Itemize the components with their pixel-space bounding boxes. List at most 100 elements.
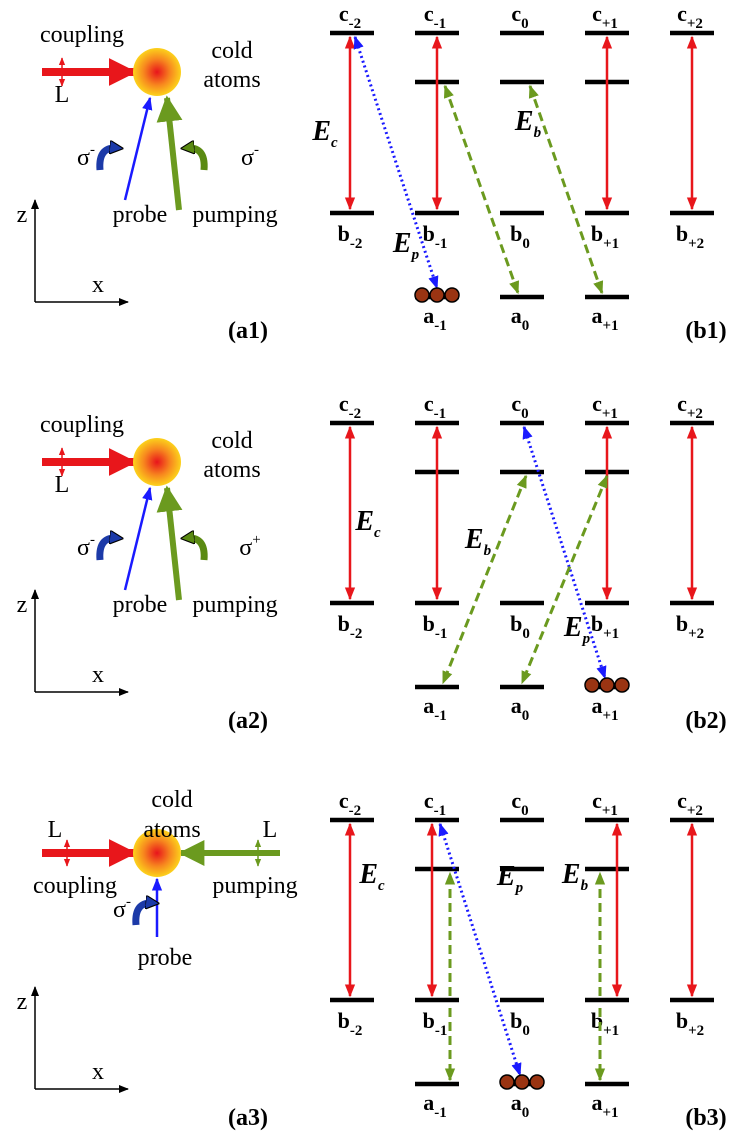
level-label: b-2	[338, 1008, 363, 1039]
level-label-base: c	[677, 1, 687, 26]
field-label: Eb	[561, 859, 589, 894]
pumping-polarization-base: σ	[241, 145, 254, 171]
panel-label: (a3)	[228, 1105, 268, 1131]
probe-polarization-sup: -	[90, 142, 95, 158]
level-label-base: a	[511, 693, 522, 718]
level-label: c+1	[592, 788, 618, 819]
z-axis-label: z	[17, 592, 28, 618]
level-label-base: a	[591, 693, 602, 718]
level-label-base: b	[338, 1008, 350, 1033]
level-label: a+1	[591, 1090, 618, 1121]
field-label-base: E	[514, 106, 534, 137]
level-label-base: c	[511, 1, 521, 26]
panel-label: (b1)	[685, 318, 726, 344]
pumping-polarization-sup: +	[252, 532, 260, 548]
atom	[585, 678, 599, 692]
level-label-sub: +1	[602, 318, 618, 334]
field-label: Ec	[354, 506, 381, 541]
atoms-label: cold	[211, 428, 252, 454]
coupling-label: coupling	[40, 412, 124, 438]
level-label-sub: -2	[349, 803, 362, 819]
field-label: Ec	[358, 859, 385, 894]
level-label-sub: 0	[522, 318, 530, 334]
level-label-sub: +2	[687, 16, 703, 32]
level-label-sub: +1	[602, 406, 618, 422]
polarization-arrow	[136, 903, 154, 925]
level-label: c+2	[677, 391, 703, 422]
polarization-label: L	[48, 817, 63, 843]
atom	[415, 288, 429, 302]
figure: zx(a1)(b1)Lcouplingcoldatomsσ-σ-probepum…	[0, 0, 733, 1142]
level-label-sub: -1	[434, 803, 447, 819]
level-label-sub: -2	[350, 1023, 363, 1039]
level-label-base: b	[510, 221, 522, 246]
level-label: a+1	[591, 303, 618, 334]
pumping-beam	[167, 98, 179, 210]
level-label-base: c	[339, 391, 349, 416]
level-label-sub: +1	[602, 1105, 618, 1121]
pumping-polarization-sup: -	[254, 142, 259, 158]
probe-polarization-sup: -	[126, 894, 131, 910]
level-label-base: a	[591, 1090, 602, 1115]
pumping-transition	[530, 86, 602, 293]
x-axis-label: x	[92, 272, 104, 298]
level-label: c+1	[592, 391, 618, 422]
atom	[515, 1075, 529, 1089]
level-label-sub: 0	[521, 16, 529, 32]
level-label-base: c	[592, 391, 602, 416]
level-label-sub: -1	[434, 406, 447, 422]
pumping-label: pumping	[192, 592, 277, 618]
level-label-sub: +2	[688, 236, 704, 252]
atom	[530, 1075, 544, 1089]
level-label: c0	[511, 391, 528, 422]
coupling-label: coupling	[40, 22, 124, 48]
probe-polarization-sup: -	[90, 532, 95, 548]
level-label-base: b	[423, 1008, 435, 1033]
level-label-sub: -2	[350, 236, 363, 252]
level-label: c0	[511, 788, 528, 819]
level-label-base: c	[592, 1, 602, 26]
level-label-sub: +1	[603, 626, 619, 642]
probe-label: probe	[113, 592, 168, 618]
atoms-label: cold	[211, 38, 252, 64]
level-label: b-2	[338, 221, 363, 252]
level-label-base: b	[423, 611, 435, 636]
level-label-sub: 0	[522, 708, 530, 724]
field-label-base: E	[561, 859, 581, 890]
atoms-label: atoms	[203, 67, 260, 93]
level-label: c-1	[424, 1, 446, 32]
level-label-base: b	[676, 611, 688, 636]
level-label-sub: 0	[522, 236, 530, 252]
level-label: c+2	[677, 1, 703, 32]
level-label: b0	[510, 221, 530, 252]
level-label: a0	[511, 693, 530, 724]
probe-polarization-base: σ	[113, 897, 126, 923]
probe-polarization: σ-	[77, 142, 95, 171]
level-label-sub: 0	[522, 626, 530, 642]
level-label-base: a	[423, 303, 434, 328]
level-label-base: c	[424, 788, 434, 813]
atoms-label: cold	[151, 787, 192, 813]
level-label-sub: 0	[522, 1105, 530, 1121]
level-label: b+2	[676, 1008, 704, 1039]
probe-label: probe	[113, 202, 168, 228]
polarization-arrow	[100, 148, 118, 170]
field-label: Ep	[392, 228, 420, 263]
level-label: c-1	[424, 788, 446, 819]
pumping-transition	[522, 476, 607, 683]
level-label-sub: 0	[521, 406, 529, 422]
polarization-arrow	[100, 538, 118, 560]
level-label-base: c	[339, 788, 349, 813]
level-label: b-2	[338, 611, 363, 642]
level-label-sub: +1	[603, 1023, 619, 1039]
level-label-base: a	[423, 1090, 434, 1115]
level-label: b-1	[423, 1008, 448, 1039]
level-label: b+2	[676, 611, 704, 642]
level-label-sub: -1	[434, 318, 447, 334]
field-label-sub: c	[331, 135, 338, 151]
level-label-sub: +2	[687, 406, 703, 422]
x-axis-label: x	[92, 662, 104, 688]
level-label-sub: +2	[688, 1023, 704, 1039]
pumping-beam	[167, 488, 179, 600]
probe-polarization-base: σ	[77, 145, 90, 171]
